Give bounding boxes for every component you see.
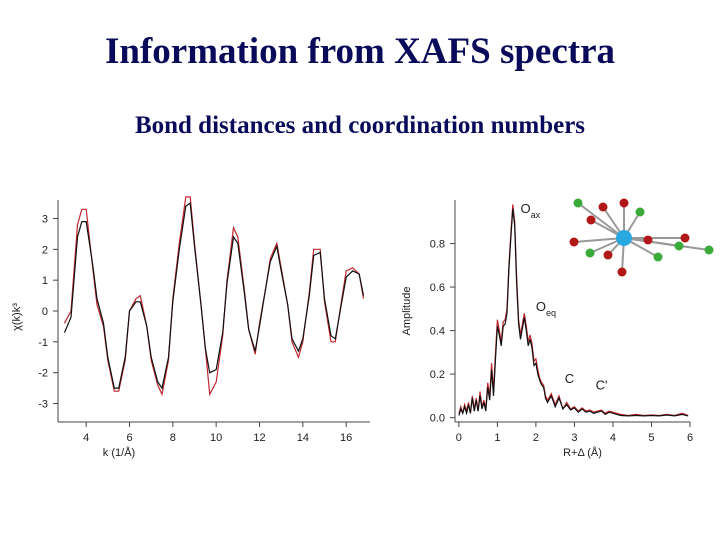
y-axis-label: χ(k)k³ bbox=[11, 303, 23, 331]
x-axis-label: R+Δ (Å) bbox=[563, 446, 602, 459]
y-tick-label: 0 bbox=[42, 306, 48, 318]
atom bbox=[704, 245, 714, 255]
y-tick-label: 0.0 bbox=[430, 413, 445, 425]
x-tick-label: 6 bbox=[687, 432, 693, 444]
x-axis-label: k (1/Å) bbox=[103, 446, 135, 459]
y-tick-label: 0.2 bbox=[430, 369, 445, 381]
molecule-structure-illustration bbox=[569, 198, 714, 277]
x-tick-label: 10 bbox=[210, 432, 222, 444]
x-tick-label: 12 bbox=[253, 432, 265, 444]
atom bbox=[643, 235, 653, 245]
y-tick-label: -3 bbox=[38, 399, 48, 411]
atom bbox=[617, 267, 627, 277]
y-tick-label: 1 bbox=[42, 275, 48, 287]
y-tick-label: 0.4 bbox=[430, 326, 445, 338]
atom bbox=[674, 241, 684, 251]
atom bbox=[573, 198, 583, 208]
x-tick-label: 1 bbox=[494, 432, 500, 444]
x-tick-label: 5 bbox=[648, 432, 654, 444]
atom bbox=[603, 250, 613, 260]
bond bbox=[573, 237, 625, 243]
y-tick-label: -1 bbox=[38, 337, 48, 349]
atom bbox=[619, 198, 629, 208]
y-axis-label: Amplitude bbox=[401, 287, 413, 336]
atom bbox=[586, 215, 596, 225]
y-tick-label: 0.6 bbox=[430, 282, 445, 294]
atom bbox=[653, 252, 663, 262]
x-tick-label: 16 bbox=[340, 432, 352, 444]
series-line-2 bbox=[458, 208, 689, 417]
peak-annotation: C' bbox=[596, 377, 608, 392]
atom bbox=[635, 207, 645, 217]
x-tick-label: 8 bbox=[170, 432, 176, 444]
peak-annotation: C bbox=[565, 371, 574, 386]
series-line-1 bbox=[63, 196, 365, 397]
uranium-atom bbox=[616, 230, 632, 246]
page-title: Information from XAFS spectra bbox=[104, 31, 616, 72]
x-tick-label: 3 bbox=[571, 432, 577, 444]
x-tick-label: 2 bbox=[533, 432, 539, 444]
y-tick-label: 3 bbox=[42, 214, 48, 226]
amplitude-chart: 0.0 0.2 0.4 0.6 0.8 0 1 2 3 4 5 6 R+Δ (Å) Amplitude Oa… bbox=[401, 200, 693, 459]
series-line-2 bbox=[63, 202, 365, 390]
x-tick-label: 6 bbox=[126, 432, 132, 444]
page-subtitle: Bond distances and coordination numbers bbox=[134, 112, 586, 139]
y-tick-label: -2 bbox=[38, 368, 48, 380]
peak-annotation: Oeq bbox=[536, 299, 556, 318]
x-tick-label: 14 bbox=[297, 432, 309, 444]
atom bbox=[585, 248, 595, 258]
bond bbox=[577, 202, 625, 239]
x-tick-label: 4 bbox=[610, 432, 616, 444]
atom bbox=[598, 202, 608, 212]
x-tick-label: 4 bbox=[83, 432, 89, 444]
peak-annotation: Oax bbox=[520, 201, 540, 220]
atom bbox=[680, 233, 690, 243]
x-tick-label: 0 bbox=[456, 432, 462, 444]
atom bbox=[569, 237, 579, 247]
y-tick-label: 0.8 bbox=[430, 239, 445, 251]
y-tick-label: 2 bbox=[42, 244, 48, 256]
